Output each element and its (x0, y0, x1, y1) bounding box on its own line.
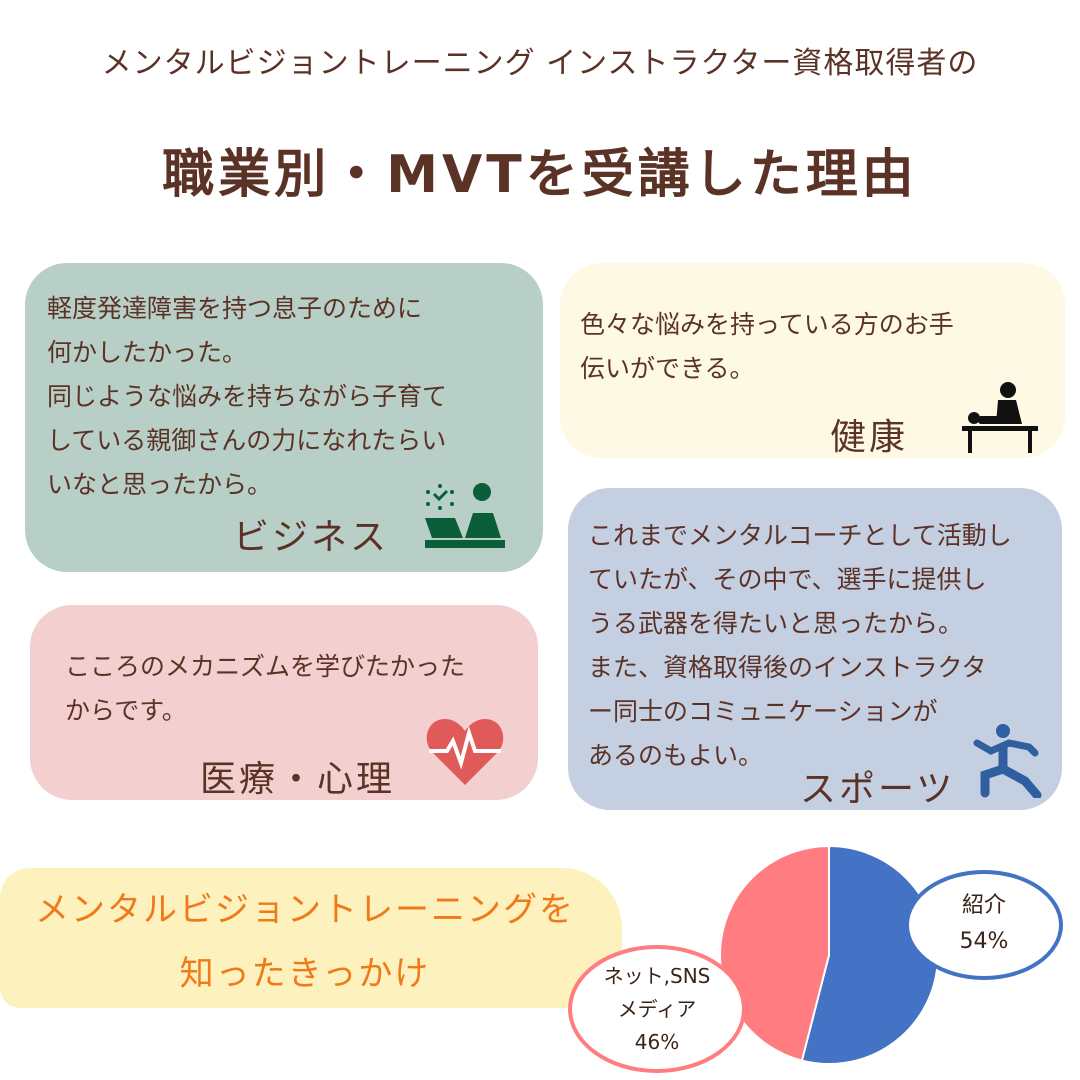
card-text: これまでメンタルコーチとして活動し ていたが、その中で、選手に提供し うる武器を… (588, 514, 1012, 778)
slice-label: メディア (617, 997, 697, 1021)
category-label: 医療・心理 (200, 759, 396, 800)
pie-slice-1 (718, 844, 830, 1062)
slice-label-referral: 紹介 54% (905, 888, 1063, 960)
running-person-icon (973, 724, 1042, 798)
category-label: ビジネス (233, 517, 390, 558)
card-sports: これまでメンタルコーチとして活動し ていたが、その中で、選手に提供し うる武器を… (568, 488, 1062, 810)
source-heading: メンタルビジョントレーニングを 知ったきっかけ (0, 878, 610, 1006)
text-line: ていたが、その中で、選手に提供し (588, 565, 987, 594)
businessman-desk-icon (425, 483, 505, 548)
heart-pulse-icon (426, 719, 504, 785)
text-line: からです。 (65, 696, 187, 725)
text-line: 軽度発達障害を持つ息子のために (47, 294, 423, 323)
text-line: 同じような悩みを持ちながら子育て (47, 382, 448, 411)
card-medical: こころのメカニズムを学びたかった からです。 医療・心理 (30, 605, 538, 800)
card-health: 色々な悩みを持っている方のお手 伝いができる。 健康 (560, 263, 1065, 458)
category-label: 健康 (830, 417, 909, 458)
bubble-referral (905, 870, 1063, 980)
source-heading-bg (0, 868, 622, 1008)
bubble-net (568, 945, 746, 1073)
text-line: あるのもよい。 (588, 741, 764, 770)
card-text: 軽度発達障害を持つ息子のために 何かしたかった。 同じような悩みを持ちながら子育… (47, 287, 447, 507)
text-line: 伝いができる。 (580, 354, 755, 383)
text-line: これまでメンタルコーチとして活動し (588, 521, 1012, 550)
source-heading-line: メンタルビジョントレーニングを (35, 890, 575, 930)
text-line: している親御さんの力になれたらい (47, 426, 447, 455)
subtitle: メンタルビジョントレーニング インストラクター資格取得者の (101, 46, 979, 81)
text-line: うる武器を得たいと思ったから。 (588, 609, 964, 638)
category-label: スポーツ (800, 769, 956, 810)
slice-value: 46% (634, 1030, 680, 1054)
card-business: 軽度発達障害を持つ息子のために 何かしたかった。 同じような悩みを持ちながら子育… (25, 263, 543, 572)
text-line: また、資格取得後のインストラクタ (588, 653, 987, 682)
text-line: ー同士のコミュニケーションが (588, 697, 938, 726)
source-heading-line: 知ったきっかけ (179, 954, 431, 994)
slice-label: 紹介 (961, 893, 1006, 918)
text-line: 何かしたかった。 (47, 338, 248, 367)
text-line: こころのメカニズムを学びたかった (65, 652, 466, 681)
page-title: 職業別・MVTを受講した理由 (162, 145, 918, 205)
text-line: いなと思ったから。 (47, 470, 273, 499)
slice-value: 54% (959, 929, 1009, 954)
card-text: こころのメカニズムを学びたかった からです。 (65, 645, 465, 733)
massage-therapist-icon (962, 382, 1038, 453)
slice-label-net: ネット,SNS メディア 46% (568, 960, 746, 1059)
text-line: 色々な悩みを持っている方のお手 (580, 310, 954, 339)
slice-label: ネット,SNS (603, 964, 711, 988)
card-text: 色々な悩みを持っている方のお手 伝いができる。 (580, 303, 954, 391)
